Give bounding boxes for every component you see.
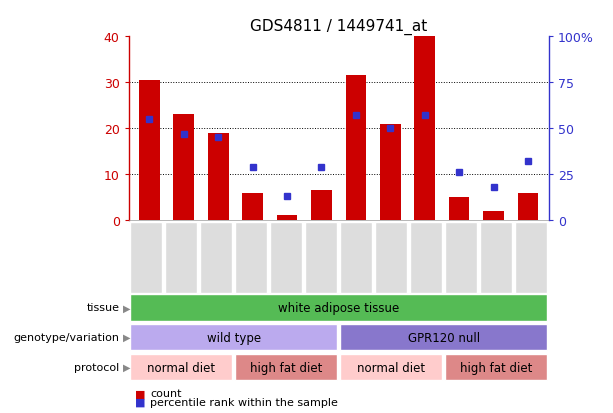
Text: ■: ■ xyxy=(135,388,145,399)
Bar xyxy=(483,211,504,221)
Bar xyxy=(380,124,401,221)
Bar xyxy=(517,193,538,221)
Text: count: count xyxy=(150,388,181,399)
Bar xyxy=(276,216,297,221)
Text: protocol: protocol xyxy=(74,362,120,372)
Text: white adipose tissue: white adipose tissue xyxy=(278,301,399,314)
Bar xyxy=(449,198,470,221)
Text: tissue: tissue xyxy=(86,303,120,313)
Bar xyxy=(242,193,263,221)
Text: genotype/variation: genotype/variation xyxy=(13,332,120,342)
Text: high fat diet: high fat diet xyxy=(460,361,532,374)
Text: normal diet: normal diet xyxy=(147,361,215,374)
Bar xyxy=(414,37,435,221)
Text: high fat diet: high fat diet xyxy=(250,361,322,374)
Text: ■: ■ xyxy=(135,396,145,407)
Title: GDS4811 / 1449741_at: GDS4811 / 1449741_at xyxy=(250,18,427,34)
Text: ▶: ▶ xyxy=(123,303,130,313)
Text: ▶: ▶ xyxy=(123,332,130,342)
Bar xyxy=(346,76,366,221)
Text: ▶: ▶ xyxy=(123,362,130,372)
Text: GPR120 null: GPR120 null xyxy=(408,331,480,344)
Text: percentile rank within the sample: percentile rank within the sample xyxy=(150,396,338,407)
Bar xyxy=(173,115,194,221)
Text: wild type: wild type xyxy=(207,331,261,344)
Bar xyxy=(311,191,332,221)
Bar xyxy=(208,133,229,221)
Bar xyxy=(139,81,160,221)
Text: normal diet: normal diet xyxy=(357,361,425,374)
